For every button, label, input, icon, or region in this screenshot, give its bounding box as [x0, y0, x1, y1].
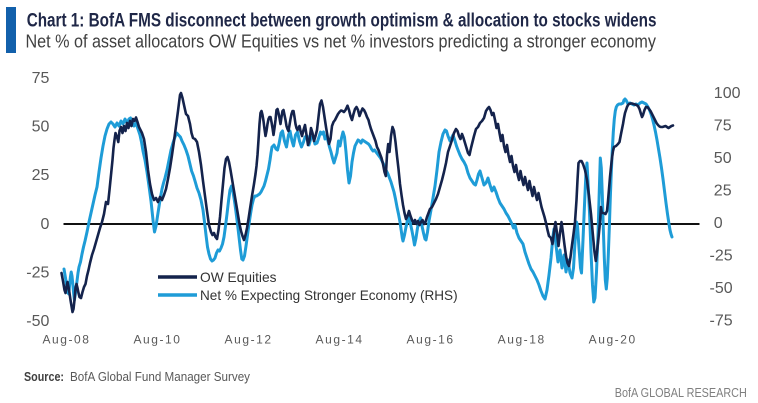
- svg-text:-75: -75: [710, 313, 733, 330]
- svg-text:75: 75: [32, 70, 50, 87]
- svg-text:Aug-18: Aug-18: [498, 333, 545, 347]
- svg-text:Net % Expecting Stronger Econo: Net % Expecting Stronger Economy (RHS): [200, 287, 458, 303]
- svg-text:Aug-14: Aug-14: [316, 333, 363, 347]
- svg-text:75: 75: [714, 118, 732, 135]
- svg-text:Net % of asset allocators OW E: Net % of asset allocators OW Equities vs…: [26, 31, 656, 51]
- svg-text:100: 100: [714, 85, 741, 102]
- svg-text:0: 0: [40, 216, 49, 233]
- svg-text:25: 25: [32, 167, 50, 184]
- svg-text:-25: -25: [710, 248, 733, 265]
- svg-text:OW Equities: OW Equities: [200, 269, 277, 285]
- svg-text:25: 25: [714, 183, 732, 200]
- svg-text:-50: -50: [710, 280, 733, 297]
- svg-text:Aug-08: Aug-08: [42, 333, 89, 347]
- svg-text:BofA GLOBAL RESEARCH: BofA GLOBAL RESEARCH: [615, 385, 747, 400]
- svg-text:Aug-20: Aug-20: [589, 333, 636, 347]
- svg-text:Source:: Source:: [24, 369, 64, 384]
- svg-text:0: 0: [714, 215, 723, 232]
- svg-text:50: 50: [32, 119, 50, 136]
- svg-text:Chart 1: BofA FMS disconnect b: Chart 1: BofA FMS disconnect between gro…: [27, 11, 657, 32]
- svg-text:-25: -25: [26, 264, 49, 281]
- svg-text:Aug-10: Aug-10: [133, 333, 180, 347]
- svg-text:Aug-16: Aug-16: [407, 333, 454, 347]
- svg-text:50: 50: [714, 150, 732, 167]
- svg-text:BofA Global Fund Manager Surve: BofA Global Fund Manager Survey: [70, 369, 250, 384]
- svg-text:-50: -50: [26, 313, 49, 330]
- svg-text:Aug-12: Aug-12: [225, 333, 272, 347]
